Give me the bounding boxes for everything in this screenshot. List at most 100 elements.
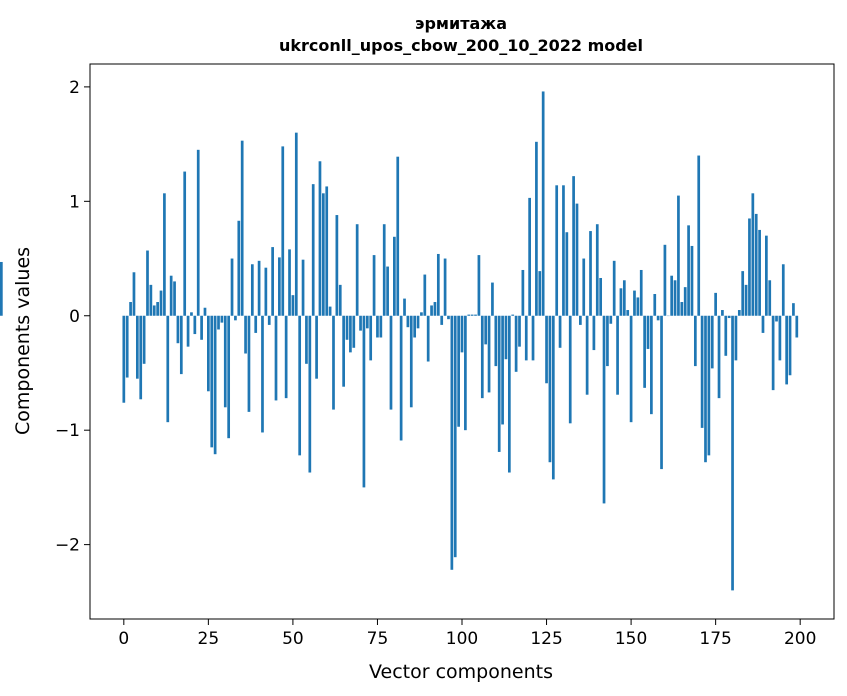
bar [349, 315, 352, 353]
bar [210, 315, 214, 448]
bar [663, 244, 667, 316]
bar [382, 224, 386, 316]
bar [281, 146, 285, 316]
bar [754, 213, 758, 316]
bar [704, 315, 707, 463]
bar [122, 315, 126, 403]
bar [622, 280, 626, 316]
bar [650, 315, 653, 415]
bar [656, 315, 660, 321]
bar [758, 229, 761, 316]
bar [518, 315, 521, 347]
bar [565, 232, 569, 316]
bar [139, 315, 143, 400]
bar [338, 284, 342, 316]
bar [409, 315, 413, 408]
bar [176, 315, 180, 344]
bar [159, 290, 163, 316]
bar [173, 281, 176, 316]
bar [207, 315, 210, 392]
bar [497, 315, 501, 452]
bar [724, 315, 728, 356]
bar [494, 315, 498, 367]
bar [707, 315, 711, 456]
bar [697, 155, 701, 316]
bar [325, 186, 329, 316]
bar [521, 269, 525, 316]
bar [680, 302, 684, 316]
bar [230, 258, 234, 316]
bar [436, 253, 440, 316]
plot-frame [89, 63, 835, 620]
y-axis-label: Components values [12, 247, 34, 435]
bar [244, 315, 247, 354]
bar [308, 315, 312, 473]
bar [416, 315, 420, 329]
bar [683, 287, 687, 316]
bar [396, 156, 400, 316]
bar [457, 315, 460, 427]
bar [464, 315, 467, 431]
bar [200, 315, 203, 340]
y-tick-label: −2 [55, 536, 80, 556]
bar [328, 306, 332, 316]
bar [633, 290, 636, 316]
bar [420, 312, 423, 316]
bar [737, 310, 741, 316]
bar [619, 288, 623, 316]
bar [507, 315, 511, 473]
bar [727, 315, 731, 319]
bar [572, 176, 575, 316]
x-tick-label: 150 [615, 629, 647, 649]
bar [288, 249, 291, 316]
bar [146, 250, 149, 316]
bar [606, 315, 609, 367]
bar [129, 302, 132, 316]
bar [555, 185, 559, 316]
bar [734, 315, 738, 361]
bar [514, 315, 518, 372]
bar [166, 315, 170, 423]
x-tick-label: 100 [446, 629, 478, 649]
bar [687, 225, 690, 316]
bar [501, 315, 504, 425]
x-tick-label: 175 [699, 629, 731, 649]
x-axis-label: Vector components [369, 661, 553, 683]
bar [142, 315, 146, 364]
bar [264, 267, 268, 316]
bar [125, 315, 129, 378]
bar [332, 315, 335, 410]
bar [693, 315, 697, 367]
bar [379, 315, 383, 338]
bar [386, 266, 389, 316]
bar [599, 277, 603, 316]
bar [135, 315, 139, 379]
bar [551, 315, 555, 480]
bar [741, 271, 745, 316]
bar [788, 315, 792, 376]
bar [781, 264, 785, 316]
bar [203, 307, 207, 316]
bar [196, 149, 200, 316]
bar [321, 193, 325, 316]
bar [673, 280, 677, 316]
bar [359, 315, 362, 331]
y-tick-label: 1 [69, 192, 80, 212]
bar [653, 294, 657, 316]
bar [548, 315, 552, 463]
bar [785, 315, 789, 385]
bar [524, 315, 528, 361]
bar [609, 315, 613, 324]
bar [183, 171, 187, 316]
bar [612, 260, 616, 316]
bar [365, 315, 369, 329]
bar [426, 315, 430, 362]
bar [528, 197, 531, 316]
bar [579, 315, 582, 325]
bar [595, 224, 599, 316]
bar [690, 245, 694, 316]
bar [220, 315, 224, 323]
bar [247, 315, 251, 412]
x-axis-ticks: 0 25 50 75 100 125 150 175 200 [118, 619, 816, 649]
